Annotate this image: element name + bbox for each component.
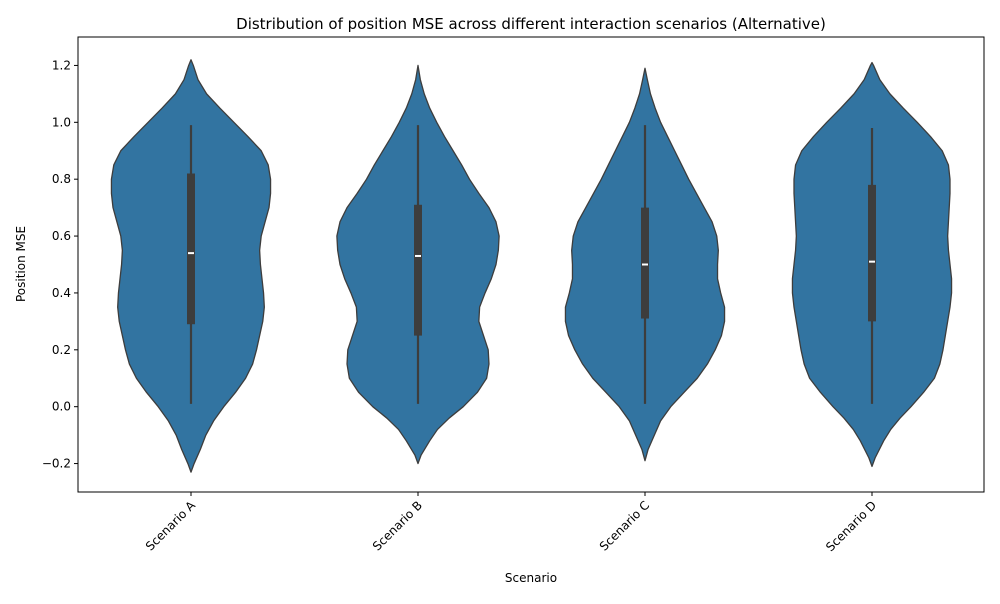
y-tick-label: 0.2 — [52, 343, 71, 357]
x-tick-label: Scenario B — [370, 498, 425, 553]
y-axis-label: Position MSE — [14, 226, 28, 302]
violin-iqr-box — [868, 184, 876, 322]
chart-title: Distribution of position MSE across diff… — [236, 15, 826, 33]
x-tick-label: Scenario C — [597, 498, 652, 553]
violin-iqr-box — [414, 204, 422, 336]
y-tick-label: 0.6 — [52, 229, 71, 243]
y-tick-label: 1.2 — [52, 58, 71, 72]
y-tick-label: 1.0 — [52, 115, 71, 129]
x-tick-label: Scenario A — [143, 498, 199, 554]
y-tick-label: 0.0 — [52, 400, 71, 414]
y-axis-ticks: −0.2 0.0 0.2 0.4 0.6 0.8 1.0 1.2 — [42, 58, 78, 471]
violin-iqr-box — [187, 173, 195, 325]
y-tick-label: 0.4 — [52, 286, 71, 300]
x-tick-label: Scenario D — [823, 498, 879, 554]
y-tick-label: −0.2 — [42, 457, 71, 471]
violin-layer — [110, 59, 953, 473]
x-axis-label: Scenario — [505, 571, 557, 585]
y-tick-label: 0.8 — [52, 172, 71, 186]
violin-iqr-box — [641, 207, 649, 319]
plot-frame — [77, 36, 985, 493]
x-axis-ticks: Scenario A Scenario B Scenario C Scenario D — [143, 492, 879, 554]
